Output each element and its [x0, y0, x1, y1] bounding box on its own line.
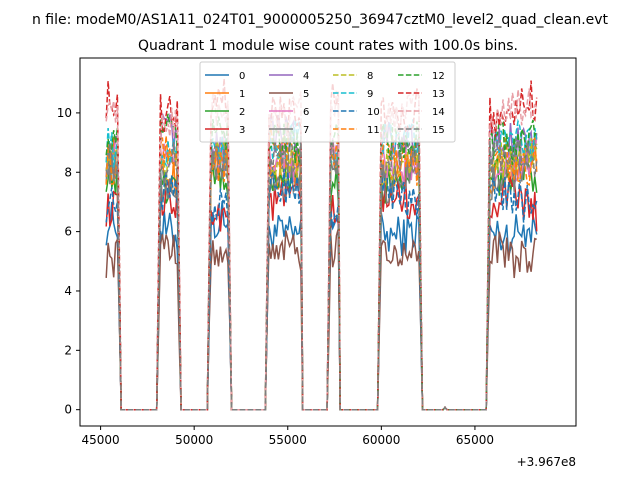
y-tick-label: 10: [57, 106, 72, 120]
x-tick-label: 65000: [456, 433, 494, 447]
y-tick-label: 8: [64, 165, 72, 179]
chart-title: Quadrant 1 module wise count rates with …: [138, 38, 518, 54]
legend-label: 13: [432, 89, 445, 100]
legend-frame: [199, 61, 456, 143]
series-line-3: [105, 175, 538, 411]
legend-label: 0: [239, 71, 245, 82]
legend-label: 1: [239, 89, 245, 100]
legend-label: 3: [239, 125, 245, 136]
legend-label: 10: [367, 107, 380, 118]
y-axis: 0 2 4 6 8 10: [57, 106, 80, 417]
y-tick-label: 0: [64, 403, 72, 417]
x-tick-label: 50000: [175, 433, 213, 447]
x-offset-label: +3.967e8: [517, 455, 576, 469]
legend-label: 8: [367, 71, 373, 82]
legend-label: 2: [239, 107, 245, 118]
legend-label: 12: [432, 71, 445, 82]
series-line-11: [105, 127, 538, 411]
legend-label: 14: [432, 107, 445, 118]
series-line-9: [105, 118, 538, 411]
y-tick-label: 2: [64, 343, 72, 357]
y-tick-label: 4: [64, 284, 72, 298]
legend-label: 5: [303, 89, 309, 100]
series-layer: [105, 78, 538, 411]
plot-frame: [79, 57, 577, 427]
series-line-15: [105, 130, 538, 411]
legend-label: 4: [303, 71, 309, 82]
legend-label: 15: [432, 125, 445, 136]
x-tick-label: 55000: [269, 433, 307, 447]
figure-suptitle: n file: modeM0/AS1A11_024T01_9000005250_…: [32, 12, 609, 28]
y-tick-label: 6: [64, 225, 72, 239]
x-tick-label: 45000: [81, 433, 119, 447]
legend-label: 7: [303, 125, 309, 136]
x-axis: 45000 50000 55000 60000 65000: [81, 426, 494, 447]
legend-label: 6: [303, 107, 309, 118]
x-tick-label: 60000: [362, 433, 400, 447]
series-line-6: [105, 131, 538, 411]
legend-label: 11: [367, 125, 380, 136]
legend-label: 9: [367, 89, 373, 100]
series-line-5: [105, 228, 537, 411]
series-line-0: [105, 201, 538, 411]
